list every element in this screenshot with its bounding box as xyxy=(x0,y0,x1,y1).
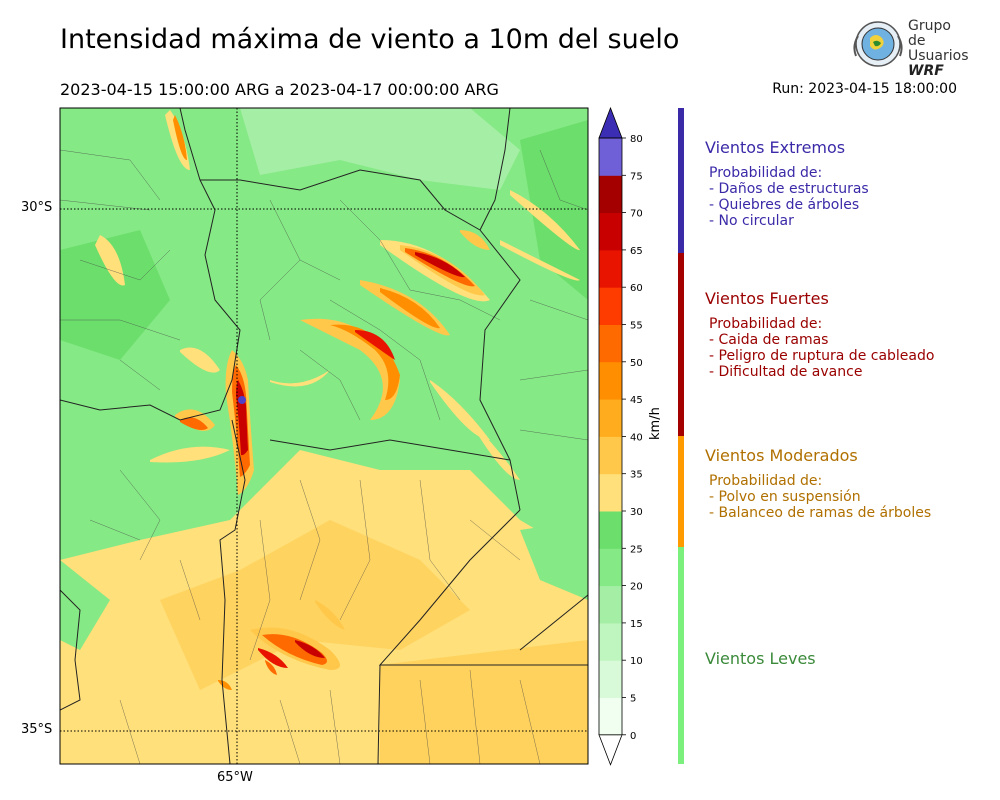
colorbar-tick-label: 45 xyxy=(630,395,643,406)
band-fuertes xyxy=(678,253,684,436)
colorbar-tick-label: 5 xyxy=(630,694,636,705)
category-name: Vientos Fuertes xyxy=(705,289,829,308)
category-line: - Caida de ramas xyxy=(709,332,829,348)
colorbar-tick-label: 15 xyxy=(630,619,643,630)
colorbar-segment xyxy=(599,585,622,624)
colorbar-tick-label: 20 xyxy=(630,582,643,593)
category-name: Vientos Moderados xyxy=(705,446,858,465)
colorbar-tick-label: 50 xyxy=(630,358,643,369)
lat-label-35: 35°S xyxy=(21,722,53,737)
colorbar-segment xyxy=(599,212,622,251)
lon-label-65: 65°W xyxy=(217,770,253,785)
colorbar-tick-label: 65 xyxy=(630,246,643,257)
colorbar-tick-label: 60 xyxy=(630,283,643,294)
category-name: Vientos Leves xyxy=(705,649,816,668)
category-line: - Daños de estructuras xyxy=(709,181,869,197)
colorbar-segment xyxy=(599,548,622,587)
category-extremos: Vientos Extremos Probabilidad de: - Daño… xyxy=(705,138,869,229)
logo-line-1: Grupo de xyxy=(908,18,951,49)
colorbar-segment xyxy=(599,361,622,400)
colorbar-tick-label: 0 xyxy=(630,731,636,742)
wind-map xyxy=(59,107,589,765)
wrf-logo: Grupo de Usuarios WRF xyxy=(848,16,969,79)
colorbar-tick-label: 10 xyxy=(630,656,643,667)
colorbar-tick-label: 70 xyxy=(630,209,643,220)
colorbar-tick-label: 30 xyxy=(630,507,643,518)
category-moderados: Vientos Moderados Probabilidad de: - Pol… xyxy=(705,446,931,521)
globe-icon xyxy=(853,21,903,67)
category-line: Probabilidad de: xyxy=(709,165,823,181)
colorbar-segment xyxy=(599,436,622,475)
colorbar-tick-label: 35 xyxy=(630,470,643,481)
colorbar-tick-label: 40 xyxy=(630,432,643,443)
colorbar-segment xyxy=(599,175,622,214)
logo-line-2: Usuarios xyxy=(908,48,969,64)
category-line: Probabilidad de: xyxy=(709,316,823,332)
category-line: - Dificultad de avance xyxy=(709,364,863,380)
category-line: - No circular xyxy=(709,213,794,229)
category-line: - Peligro de ruptura de cableado xyxy=(709,348,935,364)
colorbar-segment xyxy=(599,511,622,549)
colorbar-tick-label: 25 xyxy=(630,544,643,555)
colorbar-segment xyxy=(599,249,622,288)
category-leves: Vientos Leves xyxy=(705,649,816,676)
colorbar-segment xyxy=(599,697,622,736)
forecast-period: 2023-04-15 15:00:00 ARG a 2023-04-17 00:… xyxy=(60,80,499,99)
category-line: - Polvo en suspensión xyxy=(709,489,861,505)
category-name: Vientos Extremos xyxy=(705,138,846,157)
colorbar-segment xyxy=(599,473,622,512)
category-line: - Balanceo de ramas de árboles xyxy=(709,505,932,521)
band-extremos xyxy=(678,108,684,253)
colorbar-tick-label: 80 xyxy=(630,134,643,145)
colorbar-segment xyxy=(599,660,622,698)
lat-label-30: 30°S xyxy=(21,200,53,215)
run-time: Run: 2023-04-15 18:00:00 xyxy=(772,81,957,97)
category-fuertes: Vientos Fuertes Probabilidad de: - Caida… xyxy=(705,289,934,380)
band-leves xyxy=(678,547,684,764)
chart-title: Intensidad máxima de viento a 10m del su… xyxy=(60,24,680,55)
colorbar-segment xyxy=(599,622,622,661)
colorbar-segment xyxy=(599,138,622,176)
category-line: Probabilidad de: xyxy=(709,473,823,489)
colorbar-segment xyxy=(599,399,622,437)
colorbar-segment xyxy=(599,287,622,325)
band-moderados xyxy=(678,436,684,547)
colorbar-tick-label: 75 xyxy=(630,171,643,182)
category-line: - Quiebres de árboles xyxy=(709,197,860,213)
logo-line-3: WRF xyxy=(908,63,944,79)
colorbar-segment xyxy=(599,324,622,363)
colorbar-tick-label: 55 xyxy=(630,321,643,332)
